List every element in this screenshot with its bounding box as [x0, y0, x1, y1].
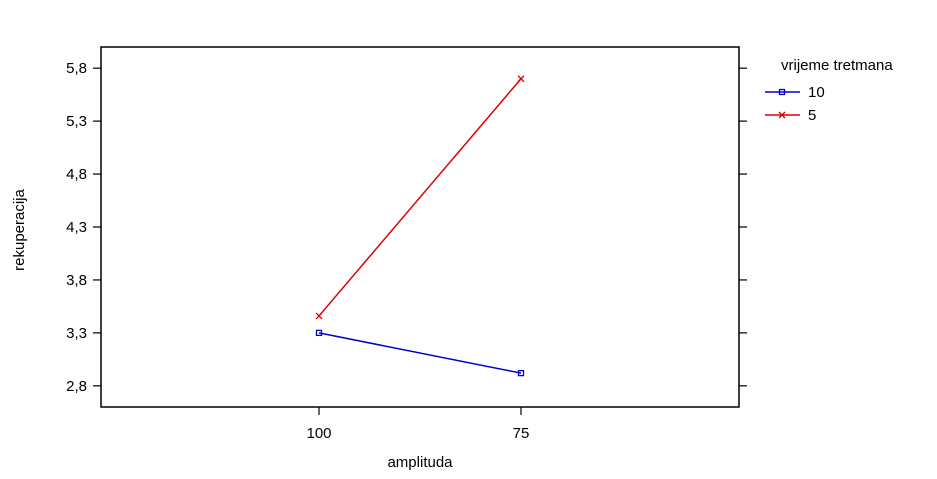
y-tick-label: 4,3 [66, 219, 87, 236]
y-axis: 5,8 5,3 4,8 4,3 3,8 3,3 2,8 [66, 60, 747, 395]
x-axis-title: amplituda [387, 454, 453, 471]
legend-label-10: 10 [808, 84, 825, 101]
series-layer [315, 75, 525, 377]
legend-marker-10 [778, 88, 786, 96]
y-tick-label: 5,8 [66, 60, 87, 77]
legend: vrijeme tretmana 10 5 [765, 57, 893, 124]
x-tick-label: 75 [513, 425, 530, 442]
data-point-5 [315, 312, 323, 320]
y-tick-label: 4,8 [66, 166, 87, 183]
data-point-5 [517, 75, 525, 83]
y-tick-label: 3,3 [66, 325, 87, 342]
x-tick-label: 100 [306, 425, 331, 442]
legend-marker-5 [778, 111, 786, 119]
x-axis: 100 75 [306, 407, 529, 442]
y-tick-label: 5,3 [66, 113, 87, 130]
y-tick-label: 3,8 [66, 272, 87, 289]
legend-title: vrijeme tretmana [781, 57, 893, 74]
y-axis-title: rekuperacija [11, 188, 28, 270]
data-point-10 [315, 329, 323, 337]
legend-label-5: 5 [808, 107, 816, 124]
series-line-5 [318, 78, 522, 317]
series-line-10 [318, 332, 522, 374]
y-tick-label: 2,8 [66, 378, 87, 395]
data-point-10 [517, 369, 525, 377]
